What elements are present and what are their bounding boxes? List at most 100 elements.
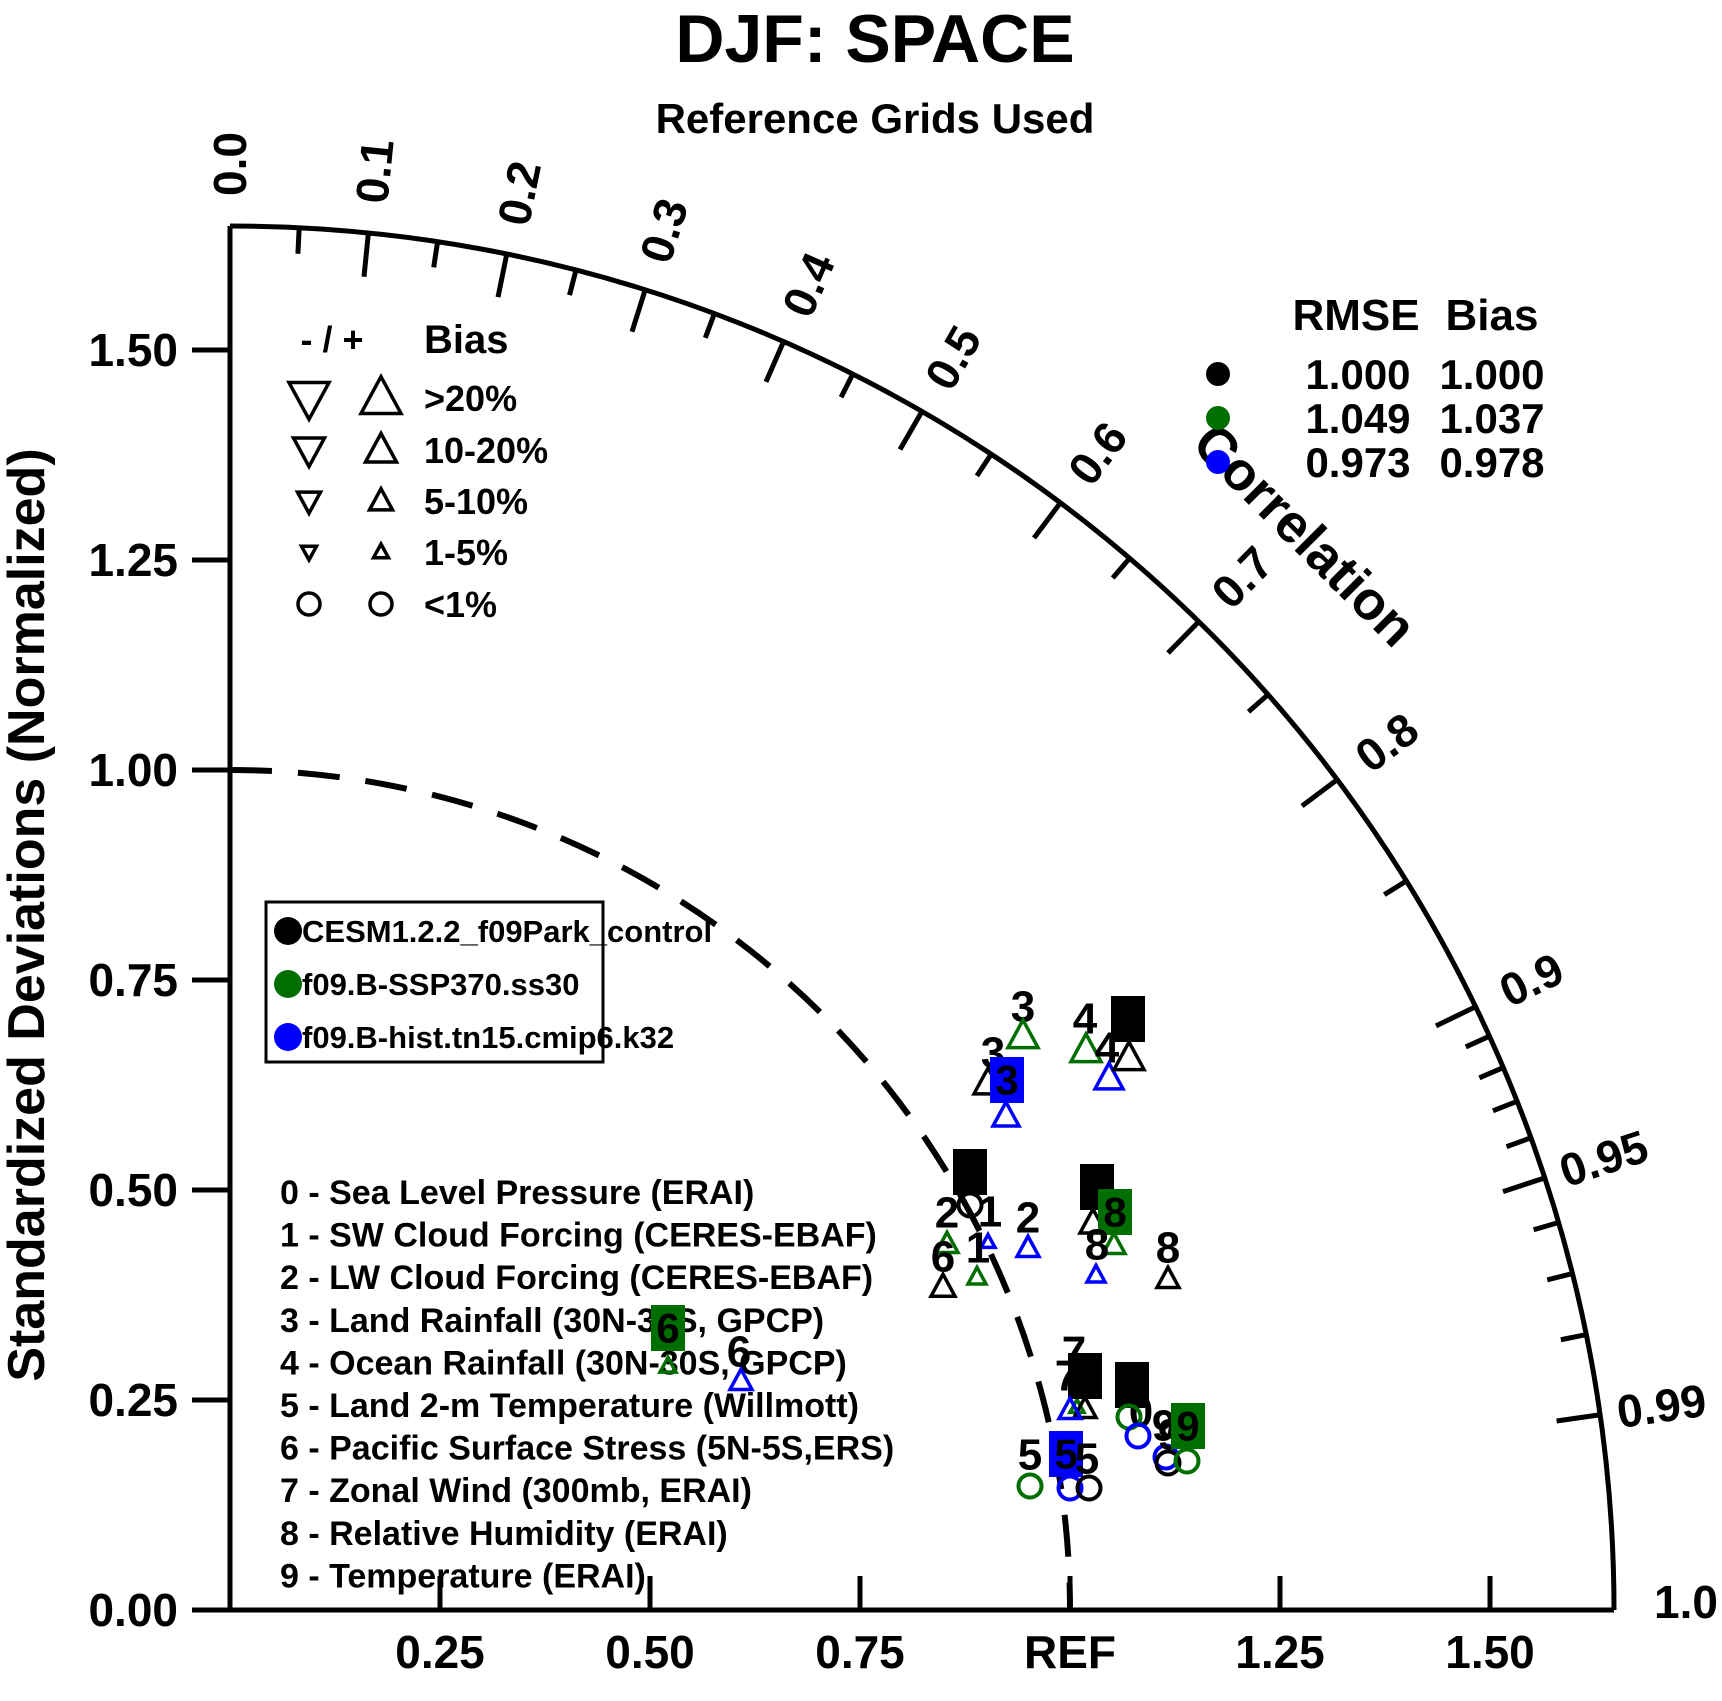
corr-minor-tick	[1532, 1220, 1560, 1233]
model-legend: CESM1.2.2_f09Park_control f09.B-SSP370.ss…	[264, 900, 712, 1064]
corr-minor-tick	[702, 312, 717, 339]
bias-value: 1.037	[1439, 395, 1544, 442]
marker-triangle	[990, 1098, 1022, 1128]
bias-legend-row-label: 5-10%	[424, 481, 528, 522]
variable-list-item: 6 - Pacific Surface Stress (5N-5S,ERS)	[280, 1430, 894, 1468]
marker-circle	[1124, 1422, 1152, 1450]
marker-triangle	[933, 1228, 961, 1255]
bias-legend-row-label: >20%	[424, 378, 517, 419]
marker-label: 9	[1176, 1403, 1199, 1450]
bias-legend-circle-icon	[368, 591, 394, 617]
marker-label: 4	[1116, 996, 1140, 1043]
marker-triangle	[928, 1270, 958, 1299]
model-legend-box	[264, 900, 605, 1064]
bias-legend-sign-header: - / +	[300, 319, 363, 360]
corr-label: 0.9	[1491, 942, 1571, 1017]
corr-label: 1.0	[1654, 1576, 1718, 1628]
marker-label-box	[1171, 1403, 1205, 1449]
bias-legend-down-triangle-icon	[298, 544, 320, 564]
y-tick-label: 0.50	[88, 1164, 178, 1216]
model-dot-icon	[274, 970, 302, 998]
marker-label: 1	[978, 1188, 1002, 1237]
model-dot-icon	[1206, 406, 1230, 430]
marker-label-box	[1098, 1189, 1132, 1235]
corr-major-tick	[1166, 619, 1201, 655]
variable-list-item: 3 - Land Rainfall (30N-30S, GPCP)	[280, 1302, 824, 1340]
bias-legend-up-triangle-icon	[370, 540, 392, 560]
variable-list-item: 7 - Zonal Wind (300mb, ERAI)	[280, 1472, 752, 1510]
corr-label: 0.95	[1553, 1120, 1654, 1197]
corr-label: 0.3	[629, 192, 698, 269]
marker-label: 0	[1120, 1362, 1143, 1409]
bias-legend-row-label: 1-5%	[424, 532, 508, 573]
corr-minor-tick	[838, 372, 856, 399]
y-tick-label: 1.50	[88, 324, 178, 376]
bias-column-header: Bias	[1446, 291, 1539, 340]
marker-triangle	[1068, 1030, 1104, 1064]
corr-minor-tick	[1382, 878, 1408, 897]
bias-legend-row-label: <1%	[424, 584, 497, 625]
variable-list-item: 8 - Relative Humidity (ERAI)	[280, 1515, 728, 1553]
bias-legend-header: Bias	[424, 318, 509, 362]
corr-label: 0.2	[487, 157, 551, 230]
bias-symbol-legend: - / + Bias >20% 10-20% 5-10% 1-5% <1%	[286, 318, 548, 625]
model-legend-label: f09.B-hist.tn15.cmip6.k32	[302, 1020, 674, 1055]
marker-label-box	[1111, 996, 1145, 1042]
model-dot-icon	[274, 917, 302, 945]
corr-major-tick	[1300, 777, 1339, 808]
corr-label: 0.1	[346, 137, 404, 206]
y-tick-label: 0.00	[88, 1584, 178, 1636]
corr-minor-tick	[1560, 1332, 1587, 1343]
marker-triangle	[1071, 1393, 1099, 1420]
corr-major-tick	[1032, 501, 1063, 540]
model-legend-label: f09.B-SSP370.ss30	[302, 967, 579, 1002]
rmse-value: 0.973	[1305, 439, 1410, 486]
corr-minor-tick	[1492, 1098, 1519, 1114]
marker-label: 8	[1103, 1189, 1126, 1236]
corr-label: 0.8	[1346, 702, 1428, 782]
marker-triangle	[978, 1230, 998, 1250]
marker-circle	[956, 1191, 984, 1219]
y-tick-label: 0.75	[88, 954, 178, 1006]
y-tick-label: 0.25	[88, 1374, 178, 1426]
bias-legend-down-triangle-icon	[286, 380, 332, 424]
bias-value: 1.000	[1439, 351, 1544, 398]
variable-list-item: 9 - Temperature (ERAI)	[280, 1557, 646, 1595]
marker-label-box	[1115, 1362, 1149, 1408]
corr-label: 0.7	[1201, 536, 1283, 618]
bias-legend-up-triangle-icon	[366, 485, 396, 512]
marker-label-box	[990, 1057, 1024, 1103]
marker-label: 3	[995, 1057, 1018, 1104]
marker-triangle	[965, 1263, 989, 1286]
x-tick-label: 0.75	[815, 1626, 905, 1678]
marker-label: 6	[656, 1305, 679, 1352]
corr-minor-tick	[1546, 1271, 1574, 1283]
marker-label: 5	[1018, 1431, 1042, 1480]
x-axis-ticks: 0.25 0.50 0.75 REF 1.25 1.50	[395, 1576, 1535, 1678]
marker-triangle	[727, 1365, 755, 1392]
corr-major-tick	[763, 340, 786, 383]
x-tick-label: 0.25	[395, 1626, 485, 1678]
corr-label: 0.5	[914, 317, 991, 398]
variable-list: 0 - Sea Level Pressure (ERAI) 1 - SW Clou…	[280, 1174, 894, 1595]
corr-major-tick	[1502, 1175, 1546, 1194]
marker-circle	[1075, 1474, 1103, 1502]
corr-label: 0.99	[1614, 1374, 1710, 1438]
bias-legend-down-triangle-icon	[290, 436, 328, 471]
corr-minor-tick	[295, 227, 302, 254]
corr-minor-tick	[1505, 1135, 1532, 1150]
corr-minor-tick	[1464, 1033, 1491, 1050]
marker-triangle	[1056, 1394, 1084, 1421]
corr-minor-tick	[431, 241, 441, 268]
model-legend-label: CESM1.2.2_f09Park_control	[302, 914, 712, 949]
x-tick-label: REF	[1024, 1626, 1116, 1678]
x-tick-label: 0.50	[605, 1626, 695, 1678]
y-tick-label: 1.00	[88, 744, 178, 796]
marker-triangle	[1014, 1232, 1042, 1259]
rmse-value: 1.049	[1305, 395, 1410, 442]
marker-circle	[1056, 1474, 1084, 1502]
marker-triangle	[657, 1353, 679, 1374]
model-dot-icon	[1206, 362, 1230, 386]
marker-label: 6	[727, 1328, 751, 1377]
